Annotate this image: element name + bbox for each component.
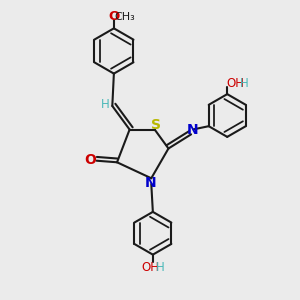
Text: S: S	[151, 118, 160, 131]
Text: H: H	[100, 98, 109, 111]
Text: OH: OH	[141, 261, 159, 274]
Text: OH: OH	[226, 77, 244, 90]
Text: H: H	[156, 261, 165, 274]
Text: CH₃: CH₃	[114, 12, 135, 22]
Text: H: H	[240, 77, 249, 90]
Text: N: N	[145, 176, 156, 190]
Text: O: O	[108, 10, 119, 23]
Text: N: N	[187, 123, 198, 137]
Text: O: O	[84, 153, 96, 167]
